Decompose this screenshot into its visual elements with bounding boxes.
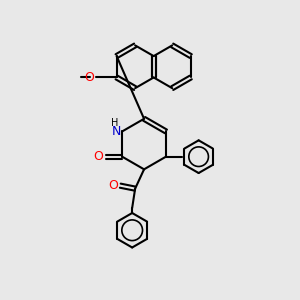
Text: H: H — [111, 118, 118, 128]
Text: N: N — [111, 125, 121, 138]
Text: O: O — [84, 71, 94, 84]
Text: O: O — [108, 179, 118, 192]
Text: O: O — [94, 150, 103, 163]
